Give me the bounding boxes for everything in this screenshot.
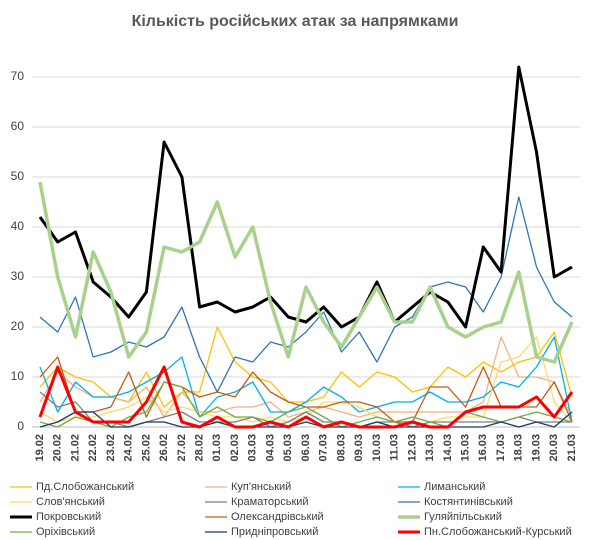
series-line [38, 365, 574, 429]
x-tick-label: 15.03 [460, 434, 472, 462]
x-tick-label: 17.03 [495, 434, 507, 462]
x-tick-label: 20.02 [52, 434, 64, 462]
x-tick-label: 21.02 [69, 434, 81, 462]
x-tick-label: 13.03 [424, 434, 436, 462]
x-tick-label: 28.02 [194, 434, 206, 462]
y-tick-label: 50 [11, 169, 25, 183]
y-tick-label: 30 [11, 269, 25, 283]
series-line [38, 65, 573, 329]
x-tick-label: 22.02 [87, 434, 99, 462]
legend-label: Покровський [36, 511, 101, 523]
series-line [39, 336, 573, 423]
x-tick-label: 16.03 [477, 434, 489, 462]
legend-label: Оріхівський [36, 526, 95, 538]
x-tick-label: 19.02 [34, 434, 46, 462]
x-tick-label: 14.03 [442, 434, 454, 462]
x-tick-label: 24.02 [123, 434, 135, 462]
x-tick-label: 23.02 [105, 434, 117, 462]
x-tick-label: 25.02 [140, 434, 152, 462]
y-tick-label: 60 [11, 119, 25, 133]
x-tick-label: 03.03 [247, 434, 259, 462]
x-tick-label: 05.03 [282, 434, 294, 462]
x-tick-label: 08.03 [335, 434, 347, 462]
legend-label: Лиманський [424, 481, 485, 493]
x-tick-label: 09.03 [353, 434, 365, 462]
x-tick-label: 02.03 [229, 434, 241, 462]
series-line [38, 181, 574, 364]
legend-label: Краматорський [231, 496, 309, 508]
series-line [39, 336, 573, 423]
x-tick-label: 04.03 [264, 434, 276, 462]
legend-label: Придніпровський [231, 526, 318, 538]
x-tick-label: 01.03 [211, 434, 223, 462]
legend-label: Куп'янський [231, 481, 291, 493]
x-tick-label: 12.03 [406, 434, 418, 462]
x-tick-label: 07.03 [318, 434, 330, 462]
x-tick-label: 26.02 [158, 434, 170, 462]
series-line [39, 411, 573, 428]
legend-label: Пд.Слобожанський [36, 481, 134, 493]
legend-label: Олександрівський [231, 511, 324, 523]
series-line [39, 196, 573, 393]
x-tick-label: 10.03 [371, 434, 383, 462]
x-tick-label: 06.03 [300, 434, 312, 462]
legend-label: Гуляйпільський [424, 511, 502, 523]
y-tick-label: 0 [17, 419, 24, 433]
legend-label: Костянтинівський [424, 496, 513, 508]
x-tick-label: 18.03 [513, 434, 525, 462]
x-tick-label: 11.03 [389, 434, 401, 461]
y-tick-label: 70 [11, 69, 25, 83]
x-tick-label: 21.03 [566, 434, 578, 462]
y-tick-label: 40 [11, 219, 25, 233]
y-tick-label: 20 [11, 319, 25, 333]
series-line [39, 381, 573, 428]
chart-title: Кількість російських атак за напрямками [132, 13, 459, 30]
x-tick-label: 20.03 [548, 434, 560, 462]
x-tick-label: 27.02 [176, 434, 188, 462]
legend-label: Пн.Слобожанський-Курський [424, 526, 572, 538]
x-tick-label: 19.03 [530, 434, 542, 462]
legend-label: Слов'янський [36, 496, 105, 508]
y-tick-label: 10 [11, 369, 25, 383]
